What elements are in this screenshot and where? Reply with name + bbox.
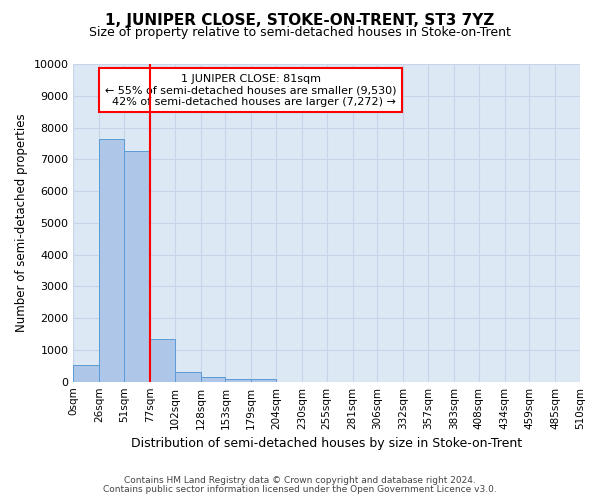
Bar (175, 372, 200, 382)
Bar (226, 378, 251, 382)
Text: 1, JUNIPER CLOSE, STOKE-ON-TRENT, ST3 7YZ: 1, JUNIPER CLOSE, STOKE-ON-TRENT, ST3 7Y… (106, 12, 494, 28)
Y-axis label: Number of semi-detached properties: Number of semi-detached properties (15, 114, 28, 332)
Bar (99, 138, 124, 382)
Text: Contains public sector information licensed under the Open Government Licence v3: Contains public sector information licen… (103, 485, 497, 494)
Bar (124, 152, 150, 382)
Text: Contains HM Land Registry data © Crown copyright and database right 2024.: Contains HM Land Registry data © Crown c… (124, 476, 476, 485)
Bar (73, 365, 99, 382)
Text: Size of property relative to semi-detached houses in Stoke-on-Trent: Size of property relative to semi-detach… (89, 26, 511, 39)
Bar (150, 339, 175, 382)
X-axis label: Distribution of semi-detached houses by size in Stoke-on-Trent: Distribution of semi-detached houses by … (131, 437, 522, 450)
Bar (200, 377, 226, 382)
Bar (251, 379, 276, 382)
Text: 1 JUNIPER CLOSE: 81sqm  
← 55% of semi-detached houses are smaller (9,530)
  42%: 1 JUNIPER CLOSE: 81sqm ← 55% of semi-det… (105, 74, 397, 106)
